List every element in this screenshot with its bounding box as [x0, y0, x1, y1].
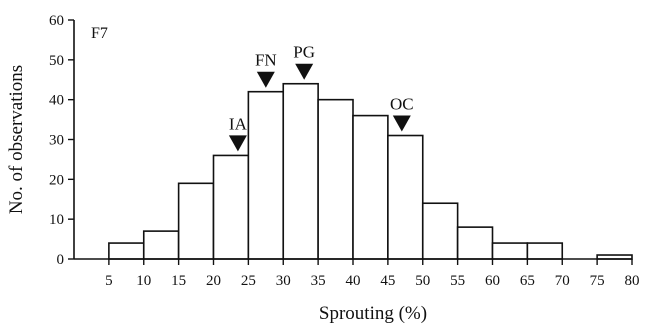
y-ticks: 0 10 20 30 40 50 60 [49, 13, 74, 268]
x-tick-label-5: 5 [105, 273, 113, 289]
annotation-label-fn: FN [255, 51, 277, 70]
annotation-arrow-pg [295, 63, 314, 80]
x-tick-label-35: 35 [311, 273, 326, 289]
annotation-label-ia: IA [229, 114, 248, 133]
histogram-bar-15-20 [177, 182, 215, 260]
histogram-bar-60-65 [491, 242, 529, 260]
histogram-bar-10-15 [142, 230, 180, 260]
x-tick-label-40: 40 [346, 273, 361, 289]
x-tick-label-25: 25 [241, 273, 256, 289]
x-tick-label-60: 60 [485, 273, 500, 289]
x-tick-label-70: 70 [555, 273, 570, 289]
y-tick-label-20: 20 [49, 172, 64, 188]
histogram-bar-35-40 [317, 98, 354, 260]
annotation-arrow-fn [256, 71, 275, 88]
bars-layer [108, 82, 633, 260]
histogram-bar-30-35 [282, 82, 319, 260]
y-tick-label-60: 60 [49, 13, 64, 29]
y-tick-label-40: 40 [49, 93, 64, 109]
x-tick-label-50: 50 [415, 273, 430, 289]
histogram-bar-25-30 [247, 90, 285, 260]
annotation-arrow-oc [392, 115, 411, 132]
histogram-bar-45-50 [387, 134, 424, 260]
y-axis-title: No. of observations [6, 65, 27, 214]
histogram-bar-55-60 [456, 226, 494, 260]
x-tick-label-80: 80 [625, 273, 640, 289]
y-tick-label-30: 30 [49, 133, 64, 149]
histogram-bar-65-70 [526, 242, 564, 260]
annotations-layer: IA FN PG OC [228, 43, 414, 152]
y-tick-label-0: 0 [57, 252, 65, 268]
histogram-bar-5-10 [108, 242, 145, 260]
x-ticks: 5 10 15 20 25 30 35 40 45 50 55 60 65 70 75 80 [105, 259, 640, 289]
x-tick-label-45: 45 [380, 273, 395, 289]
histogram-bar-20-25 [212, 154, 250, 260]
x-tick-label-75: 75 [590, 273, 605, 289]
annotation-label-pg: PG [293, 43, 315, 62]
y-tick-label-50: 50 [49, 53, 64, 69]
y-tick-label-10: 10 [49, 212, 64, 228]
x-tick-label-55: 55 [450, 273, 465, 289]
x-tick-label-15: 15 [171, 273, 186, 289]
histogram-bar-40-45 [352, 114, 389, 260]
annotation-arrow-ia [228, 135, 247, 152]
x-tick-label-10: 10 [136, 273, 151, 289]
panel-label: F7 [91, 25, 108, 42]
annotation-label-oc: OC [390, 95, 414, 114]
x-tick-label-30: 30 [276, 273, 291, 289]
x-tick-label-20: 20 [206, 273, 221, 289]
histogram-bar-50-55 [421, 202, 459, 260]
x-tick-label-65: 65 [520, 273, 535, 289]
x-axis-title: Sprouting (%) [319, 303, 427, 324]
